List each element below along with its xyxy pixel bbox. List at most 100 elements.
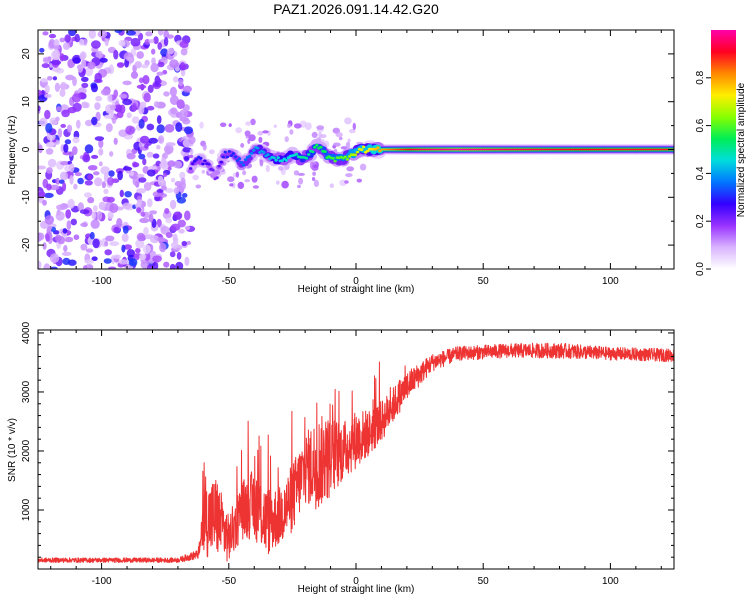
spectrogram-noise-blob <box>147 84 154 93</box>
spectrogram-tone-cell <box>567 148 571 151</box>
spectrogram-tone-cell <box>508 148 512 151</box>
spectrogram-noise-blob <box>95 95 103 102</box>
spectrogram-noise-blob <box>178 229 185 234</box>
spectrogram-tone-cell <box>466 148 469 151</box>
spectrogram-noise-blob <box>43 192 54 198</box>
spectrogram-noise-blob <box>273 124 277 128</box>
colorbar-label: Normalized spectral amplitude <box>736 82 747 217</box>
spectrogram-noise-blob <box>59 171 69 181</box>
spectrogram-noise-blob <box>170 223 181 231</box>
spectrogram-tone-cell <box>478 148 481 151</box>
spectrogram-noise-blob <box>195 184 202 189</box>
spectrogram-tone-cell <box>323 150 327 154</box>
spectrogram-tone-cell <box>274 158 278 162</box>
spectrogram-noise-blob <box>101 181 106 189</box>
spectrogram-noise-blob <box>119 189 125 198</box>
spectrogram-noise-blob <box>349 128 356 134</box>
spectrogram-noise-blob <box>335 132 343 138</box>
spectrogram-tone-cell <box>237 157 242 161</box>
spectrogram-noise-blob <box>64 34 71 43</box>
spectrogram-tone-cell <box>572 148 575 151</box>
spectrogram-noise-blob <box>170 107 178 115</box>
spectrogram-noise-blob <box>170 241 179 249</box>
spectrogram-noise-blob <box>94 177 103 187</box>
spectrogram-noise-blob <box>118 259 129 265</box>
spectrogram-noise-blob <box>177 219 186 228</box>
spectrogram-tone-cell <box>331 156 335 160</box>
spectrogram-noise-blob <box>157 78 162 84</box>
spectrogram-noise-blob <box>172 233 178 243</box>
spectrogram-noise-blob <box>45 141 55 148</box>
spectrogram-tone-cell <box>409 148 412 151</box>
spectrogram-noise-blob <box>44 84 50 94</box>
spectrogram-noise-blob <box>139 135 150 144</box>
spectrogram-tone-cell <box>359 148 364 152</box>
spectrogram-noise-blob <box>116 62 125 68</box>
spectrogram-tone-cell <box>523 148 526 151</box>
x-tick-label: 100 <box>602 276 619 287</box>
spectrogram-noise-blob <box>136 232 146 242</box>
spectrogram-noise-blob <box>265 164 270 173</box>
spectrogram-tone-cell <box>592 148 595 151</box>
spectrogram-tone-cell <box>486 148 490 151</box>
spectrogram-noise-blob <box>55 234 62 242</box>
spectrogram-noise-blob <box>118 39 126 47</box>
spectrogram-tone-cell <box>512 148 516 151</box>
x-tick-label: -100 <box>92 576 112 587</box>
y-tick-label: -20 <box>21 237 32 252</box>
spectrogram-tone-cell <box>559 148 563 151</box>
spectrogram-noise-blob <box>114 104 123 113</box>
spectrogram-tone-cell <box>411 148 414 151</box>
spectrogram-noise-blob <box>130 71 139 79</box>
spectrogram-tone-cell <box>355 150 360 154</box>
spectrogram-tone-cell <box>413 148 416 151</box>
spectrogram-noise-blob <box>163 261 170 268</box>
spectrogram-noise-blob <box>73 183 78 190</box>
spectrogram-tone-cell <box>494 148 498 151</box>
spectrogram-noise-blob <box>235 171 240 178</box>
spectrogram-tone-cell <box>515 148 518 151</box>
spectrogram-tone-cell <box>561 148 565 151</box>
spectrogram-tone-cell <box>243 158 248 162</box>
spectrogram-noise-blob <box>113 226 120 234</box>
spectrogram-tone-cell <box>622 148 626 151</box>
spectrogram-noise-blob <box>91 83 98 93</box>
spectrogram-tone-cell <box>423 148 427 151</box>
spectrogram-tone-cell <box>506 148 510 151</box>
spectrogram-tone-cell <box>239 161 244 164</box>
spectrogram-tone-cell <box>304 156 309 160</box>
spectrogram-noise-blob <box>165 188 174 193</box>
spectrogram-noise-blob <box>251 175 258 183</box>
spectrogram-tone-cell <box>453 148 457 151</box>
snr-y-axis-label: SNR (10 * v/v) <box>7 418 18 482</box>
spectrogram-noise-blob <box>61 109 70 118</box>
spectrogram-noise-blob <box>93 205 98 212</box>
spectrogram-noise-blob <box>332 142 341 147</box>
spectrogram-tone-cell <box>390 148 394 151</box>
spectrogram-noise-blob <box>84 192 92 198</box>
spectrogram-tone-cell <box>262 151 266 154</box>
spectrogram-tone-cell <box>612 148 616 151</box>
spectrogram-noise-blob <box>136 199 142 207</box>
spectrogram-tone-cell <box>311 150 315 154</box>
y-tick-label: 10 <box>21 96 32 108</box>
spectrogram-noise-blob <box>104 36 109 47</box>
spectrogram-tone-cell <box>417 148 420 151</box>
spectrogram-noise-blob <box>173 76 179 83</box>
spectrogram-tone-cell <box>472 148 475 151</box>
spectrogram-noise-blob <box>186 240 191 245</box>
spectrogram-tone-cell <box>541 148 544 151</box>
spectrogram-noise-blob <box>259 159 264 167</box>
spectrogram-noise-blob <box>180 177 186 185</box>
spectrogram-tone-track <box>186 138 674 181</box>
spectrogram-noise-blob <box>103 114 114 119</box>
spectrogram-tone-cell <box>535 148 538 151</box>
spectrogram-noise-blob <box>65 74 75 81</box>
spectrogram-noise-blob <box>156 188 164 193</box>
spectrogram-noise-blob <box>145 31 153 37</box>
spectrogram-noise-blob <box>316 125 325 130</box>
spectrogram-tone-cell <box>427 148 431 151</box>
spectrogram-tone-cell <box>333 159 337 163</box>
spectrogram-noise-blob <box>52 76 58 81</box>
